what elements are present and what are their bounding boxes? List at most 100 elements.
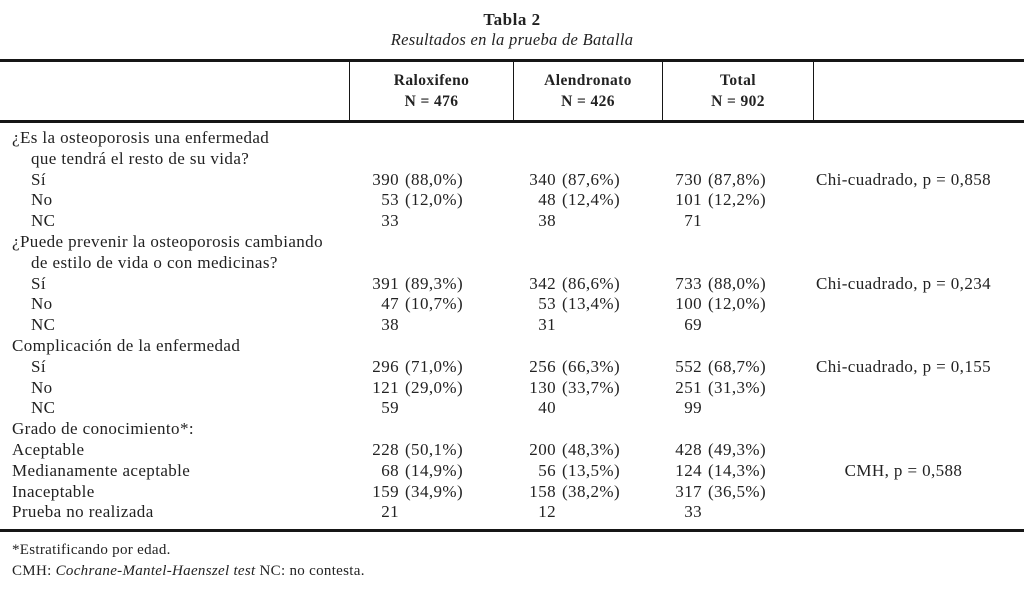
total-value: 730 (87,8%) <box>662 170 813 191</box>
stat-test-result <box>813 315 1024 336</box>
count-value: 159 <box>372 481 399 501</box>
row-label: Sí <box>31 169 46 189</box>
percent-value: (87,8%) <box>708 169 767 189</box>
percent-value: (86,6%) <box>562 273 621 293</box>
alendronato-value <box>513 419 662 440</box>
row-label: Sí <box>31 356 46 376</box>
count-value: 101 <box>675 190 702 210</box>
stat-test-result: Chi-cuadrado, p = 0,858 <box>815 169 992 189</box>
raloxifeno-value <box>349 128 513 149</box>
percent-value: (68,7%) <box>708 356 767 376</box>
row-label: Medianamente aceptable <box>12 460 191 480</box>
raloxifeno-value: 21 <box>349 502 513 523</box>
count-value: 38 <box>381 315 399 335</box>
table-header-row: Raloxifeno N = 476 Alendronato N = 426 T… <box>0 62 1024 120</box>
percent-value <box>399 502 405 523</box>
footnote-cmh-test-name: Cochrane-Mantel-Haenszel test <box>55 563 256 580</box>
stat-test-result <box>813 440 1024 461</box>
table-row: Sí 391 (89,3%) 342 (86,6%) 733 (88,0%) Chi-cuad… <box>0 274 1024 295</box>
count-value: 59 <box>381 398 399 418</box>
count-value: 340 <box>529 169 556 189</box>
total-value: 428 (49,3%) <box>662 440 813 461</box>
column-label: Alendronato <box>544 72 632 89</box>
percent-value <box>702 398 708 419</box>
raloxifeno-value: 391 (89,3%) <box>349 274 513 295</box>
row-label: NC <box>31 211 56 231</box>
column-label: Total <box>720 72 756 89</box>
total-value: 99 <box>662 398 813 419</box>
footnote-nc: NC: no contesta. <box>255 563 365 580</box>
count-value: 256 <box>529 356 556 376</box>
total-value <box>662 253 813 274</box>
count-value: 48 <box>538 190 556 210</box>
count-value: 100 <box>675 294 702 314</box>
table-row: NC 33 38 71 <box>0 211 1024 232</box>
footnote-abbreviations: CMH: Cochrane-Mantel-Haenszel test NC: n… <box>12 561 1024 582</box>
total-value: 101 (12,2%) <box>662 190 813 211</box>
stat-test-result <box>813 502 1024 523</box>
percent-value <box>399 315 405 336</box>
count-value: 428 <box>675 439 702 459</box>
count-value: 130 <box>529 377 556 397</box>
total-value: 124 (14,3%) <box>662 461 813 482</box>
row-label: que tendrá el resto de su vida? <box>31 148 250 168</box>
count-value: 733 <box>675 273 702 293</box>
alendronato-value: 342 (86,6%) <box>513 274 662 295</box>
alendronato-value <box>513 128 662 149</box>
percent-value <box>399 211 405 232</box>
stat-test-result: Chi-cuadrado, p = 0,155 <box>815 356 992 376</box>
row-label: Sí <box>31 273 46 293</box>
row-label: NC <box>31 315 56 335</box>
alendronato-value: 38 <box>513 211 662 232</box>
raloxifeno-value: 159 (34,9%) <box>349 482 513 503</box>
table-subtitle: Resultados en la prueba de Batalla <box>390 30 634 49</box>
footnote-cmh-prefix: CMH: <box>12 563 56 580</box>
percent-value: (10,7%) <box>405 294 464 314</box>
alendronato-value: 200 (48,3%) <box>513 440 662 461</box>
alendronato-value <box>513 232 662 253</box>
raloxifeno-value: 296 (71,0%) <box>349 357 513 378</box>
stat-test-result <box>813 190 1024 211</box>
count-value: 53 <box>538 294 556 314</box>
raloxifeno-value: 68 (14,9%) <box>349 461 513 482</box>
column-header-raloxifeno: Raloxifeno N = 476 <box>349 62 513 120</box>
percent-value <box>556 502 562 523</box>
stat-test-result <box>813 336 1024 357</box>
count-value: 390 <box>372 169 399 189</box>
total-value: 733 (88,0%) <box>662 274 813 295</box>
table-row: Grado de conocimiento*: <box>0 419 1024 440</box>
table-title: Tabla 2 <box>483 10 541 29</box>
percent-value: (49,3%) <box>708 439 767 459</box>
table-row: que tendrá el resto de su vida? <box>0 149 1024 170</box>
count-value: 200 <box>529 439 556 459</box>
percent-value: (12,0%) <box>405 190 464 210</box>
row-label: Grado de conocimiento*: <box>12 419 194 439</box>
count-value: 296 <box>372 356 399 376</box>
footnotes: *Estratificando por edad. CMH: Cochrane-… <box>0 532 1024 582</box>
alendronato-value: 31 <box>513 315 662 336</box>
count-value: 552 <box>675 356 702 376</box>
stat-test-result <box>813 482 1024 503</box>
count-value: 71 <box>684 211 702 231</box>
percent-value: (12,4%) <box>562 190 621 210</box>
stat-test-result <box>813 294 1024 315</box>
percent-value: (71,0%) <box>405 356 464 376</box>
raloxifeno-value <box>349 253 513 274</box>
table-row: No 53 (12,0%) 48 (12,4%) 101 (12,2%) <box>0 190 1024 211</box>
total-value: 69 <box>662 315 813 336</box>
percent-value: (29,0%) <box>405 377 464 397</box>
raloxifeno-value: 53 (12,0%) <box>349 190 513 211</box>
alendronato-value <box>513 149 662 170</box>
count-value: 31 <box>538 315 556 335</box>
count-value: 33 <box>381 211 399 231</box>
stat-test-result <box>813 211 1024 232</box>
percent-value: (12,0%) <box>708 294 767 314</box>
percent-value <box>556 315 562 336</box>
column-n: N = 476 <box>404 93 459 110</box>
count-value: 69 <box>684 315 702 335</box>
alendronato-value: 340 (87,6%) <box>513 170 662 191</box>
top-rule <box>0 59 1024 62</box>
percent-value: (13,4%) <box>562 294 621 314</box>
header-rule <box>0 120 1024 123</box>
